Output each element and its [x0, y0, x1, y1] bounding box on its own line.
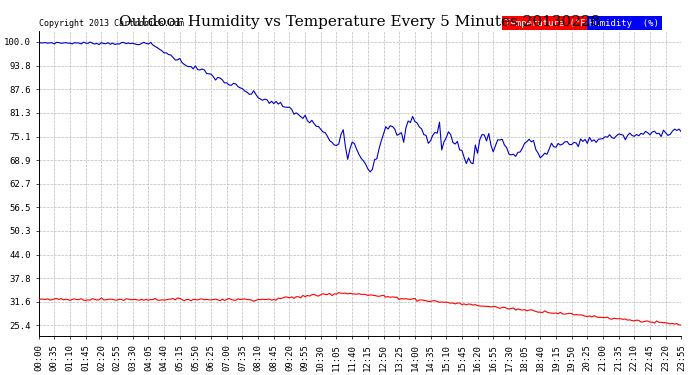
Text: Humidity  (%): Humidity (%): [589, 18, 660, 27]
Title: Outdoor Humidity vs Temperature Every 5 Minutes 20130228: Outdoor Humidity vs Temperature Every 5 …: [119, 15, 601, 29]
Text: Temperature (°F): Temperature (°F): [504, 18, 591, 27]
Text: Copyright 2013 Cartronics.com: Copyright 2013 Cartronics.com: [39, 18, 184, 27]
